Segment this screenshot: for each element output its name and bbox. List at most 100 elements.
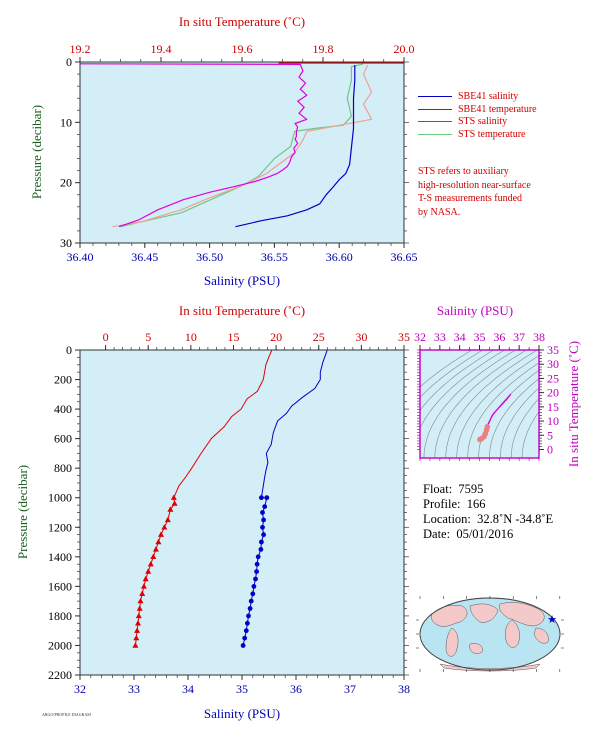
- density-contour: [500, 387, 539, 458]
- ts-point: [477, 436, 483, 443]
- tick-label: 36: [493, 330, 505, 344]
- data-point-dot: [247, 606, 253, 611]
- data-point-dot: [260, 510, 265, 515]
- data-point-dot: [259, 539, 264, 545]
- full-profile-plot-area: [80, 350, 404, 675]
- tick-label: 36.40: [67, 250, 94, 264]
- tick-label: 38: [533, 330, 545, 344]
- profile-value: 166: [466, 497, 486, 511]
- legend-label: SBE41 salinity: [458, 90, 519, 102]
- tick-label: 15: [547, 400, 559, 414]
- data-point-triangle: [171, 500, 178, 506]
- data-point-triangle: [142, 575, 149, 582]
- tick-label: 0: [547, 442, 553, 456]
- series-line: [120, 63, 364, 228]
- density-contour: [434, 350, 527, 458]
- tick-label: 32: [74, 682, 86, 696]
- tick-label: 15: [227, 330, 239, 344]
- tick-label: 5: [547, 428, 553, 442]
- series-line: [79, 63, 308, 228]
- tick-label: 600: [54, 432, 72, 446]
- data-point-triangle: [134, 627, 141, 633]
- density-contour: [467, 362, 539, 458]
- sts-note-line: T-S measurements funded: [418, 193, 523, 204]
- data-point-triangle: [147, 561, 154, 567]
- series-line: [235, 65, 356, 228]
- data-point-dot: [250, 591, 256, 597]
- data-point-dot: [262, 504, 268, 509]
- legend-label: SBE41 temperature: [458, 103, 537, 115]
- tick-label: 37: [344, 682, 356, 696]
- near-surface-salinity-axis-title: Salinity (PSU): [204, 273, 280, 288]
- density-contour: [489, 378, 539, 458]
- tick-label: 20.0: [394, 42, 415, 56]
- tick-label: 36: [290, 682, 302, 696]
- tick-label: 19.4: [151, 42, 172, 56]
- data-point-triangle: [135, 620, 141, 626]
- float-value: 7595: [458, 482, 484, 496]
- legend-swatch: [418, 121, 452, 123]
- legend-item-sts-salinity: STS salinity: [418, 115, 537, 128]
- legend-swatch: [418, 95, 452, 97]
- density-contour: [521, 411, 539, 458]
- tick-label: 36.45: [131, 250, 158, 264]
- tick-label: 5: [145, 330, 151, 344]
- data-point-triangle: [161, 524, 168, 530]
- tick-label: 400: [54, 402, 72, 416]
- data-point-dot: [246, 613, 251, 619]
- profile-label: Profile:: [423, 497, 461, 511]
- sts-note-line: high-resolution near-surface: [418, 179, 531, 191]
- tick-label: 30: [60, 236, 72, 250]
- legend-label: STS salinity: [458, 116, 508, 128]
- data-point-dot: [253, 576, 258, 582]
- legend-item-sts-temperature: STS temperature: [418, 128, 537, 141]
- data-point-dot: [259, 495, 264, 501]
- tick-label: 0: [66, 55, 72, 69]
- near-surface-plot-area: [80, 62, 404, 243]
- date-row: Date: 05/01/2016: [423, 527, 553, 542]
- legend-swatch: [418, 133, 452, 135]
- tick-label: 800: [54, 461, 72, 475]
- data-point-triangle: [136, 605, 143, 611]
- density-contour: [420, 350, 505, 429]
- data-point-triangle: [155, 538, 162, 545]
- data-point-dot: [260, 524, 265, 530]
- tick-label: 2200: [48, 668, 72, 682]
- near-surface-axes: 19.2 19.4 19.6 19.8 20.0 36.40 36.45 36.50 36.55…: [60, 42, 418, 264]
- data-point-triangle: [132, 642, 139, 648]
- data-point-dot: [254, 569, 259, 574]
- tick-label: 30: [547, 357, 559, 371]
- tick-label: 1200: [48, 520, 72, 534]
- ts-series-group: [477, 393, 512, 443]
- tick-label: 36.60: [326, 250, 353, 264]
- float-info: Float: 7595 Profile: 166 Location: 32.8˚…: [423, 482, 553, 542]
- full-profile-pressure-axis-title: Pressure (decibar): [15, 465, 30, 559]
- data-point-triangle: [140, 583, 147, 589]
- tick-label: 35: [398, 330, 410, 344]
- data-point-triangle: [137, 597, 144, 604]
- tick-label: 0: [103, 330, 109, 344]
- map-ticks: [416, 596, 564, 672]
- data-point-dot: [251, 584, 257, 589]
- tick-label: 20: [270, 330, 282, 344]
- data-point-dot: [264, 495, 270, 501]
- tick-label: 20: [547, 386, 559, 400]
- data-point-dot: [243, 628, 249, 634]
- tick-label: 34: [454, 330, 466, 344]
- tick-label: 19.6: [232, 42, 253, 56]
- profile-row: Profile: 166: [423, 497, 553, 512]
- full-profile-salinity-axis-title: Salinity (PSU): [204, 706, 280, 721]
- near-surface-panel: 19.2 19.4 19.6 19.8 20.0 36.40 36.45 36.50 36.55…: [29, 14, 418, 288]
- footer-credit: ARGO/PROFILE DIAGRAM: [42, 712, 91, 717]
- data-point-dot: [245, 620, 250, 626]
- data-point-triangle: [133, 634, 140, 641]
- density-contour: [445, 350, 538, 458]
- density-contour: [420, 350, 484, 398]
- full-profile-panel: 0 5 10 15 20 25 30 35 32 33 34 35 36 37 38 0 200 400 600 80…: [15, 303, 410, 721]
- float-location-marker: ★: [547, 614, 557, 626]
- density-contour: [420, 350, 473, 388]
- density-contour: [423, 350, 516, 458]
